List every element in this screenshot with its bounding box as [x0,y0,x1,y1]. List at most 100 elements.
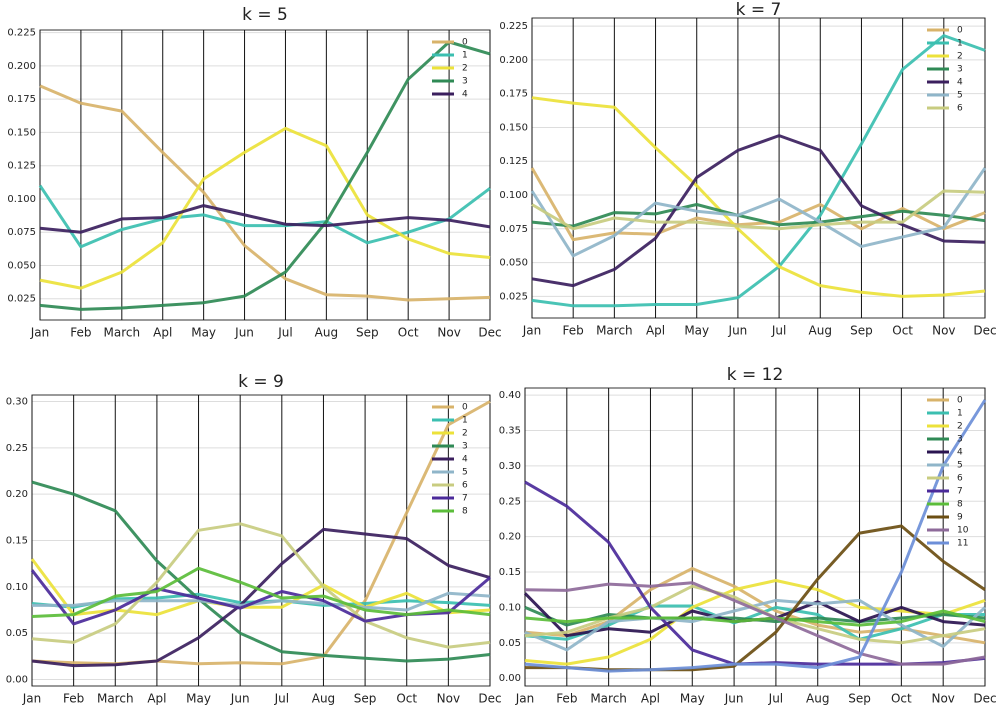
y-tick-label: 0.10 [6,582,28,593]
x-tick-label: Oct [398,326,419,340]
series-line [38,184,491,249]
legend-label: 8 [957,500,963,510]
x-tick-label: Jul [277,326,292,340]
y-tick-label: 0.15 [499,567,521,578]
y-tick-label: 0.00 [499,673,521,684]
y-tick-label: 0.175 [7,94,36,105]
legend-label: 2 [957,52,963,62]
legend-label: 4 [462,90,468,100]
x-tick-label: Sep [356,326,379,340]
x-tick-label: March [104,326,141,340]
x-tick-label: Sep [354,692,377,706]
y-tick-label: 0.025 [499,291,528,302]
y-tick-label: 0.30 [499,461,521,472]
chart-title: k = 9 [238,372,284,392]
legend-label: 6 [957,474,963,484]
x-tick-label: Jul [274,692,289,706]
x-tick-label: Jun [728,324,748,338]
x-tick-label: Aug [809,324,832,338]
series-line [39,204,491,234]
subplot: 0.00 0.05 0.10 0.15 0.20 0.25 0.30 Jan Feb March A… [6,372,502,706]
series-line [524,581,986,666]
series-line [524,598,987,652]
x-tick-label: Feb [63,692,84,706]
y-tick-label: 0.00 [6,675,28,686]
y-tick-label: 0.20 [6,489,28,500]
x-tick-label: Aug [312,692,335,706]
x-tick-label: Oct [396,692,417,706]
subplot: 0.025 0.050 0.075 0.100 0.125 0.150 0.175 0.200… [7,5,501,340]
legend-label: 7 [957,487,963,497]
x-tick-label: May [684,324,709,338]
y-tick-label: 0.200 [499,55,528,66]
series-line [32,591,491,612]
x-tick-label: Sep [850,324,873,338]
x-tick-label: Jan [515,692,535,706]
series-line [31,480,491,663]
x-tick-label: Sep [848,692,871,706]
legend-label: 11 [957,539,968,549]
x-tick-label: Jul [771,324,786,338]
x-tick-label: May [680,692,705,706]
x-tick-label: Apl [153,326,172,340]
legend-label: 4 [957,78,963,88]
y-tick-label: 0.100 [499,190,528,201]
series-line [524,579,986,666]
x-tick-label: Jul [768,692,783,706]
chart-title: k = 5 [242,5,288,25]
legend-label: 9 [957,513,963,523]
y-tick-label: 0.20 [499,532,521,543]
x-tick-label: Oct [891,692,912,706]
x-tick-label: Jan [30,326,50,340]
x-tick-label: March [590,692,627,706]
series-line [31,522,491,649]
series-line [531,203,986,228]
legend-label: 6 [957,104,963,114]
x-tick-label: May [186,692,211,706]
y-tick-label: 0.40 [499,390,521,401]
y-tick-label: 0.15 [6,536,28,547]
x-tick-label: Nov [932,324,955,338]
legend-label: 1 [957,409,963,419]
plot-area [39,29,491,321]
x-tick-label: Apl [641,692,660,706]
legend-label: 4 [462,455,468,465]
legend-label: 0 [957,396,963,406]
series-line [39,126,491,290]
series-line [31,566,491,618]
x-tick-label: Jun [724,692,744,706]
legend-label: 1 [462,416,468,426]
legend-label: 0 [462,403,468,413]
legend-label: 3 [957,435,963,445]
legend-label: 10 [957,526,969,536]
legend-label: 2 [462,64,468,74]
plot-area [531,17,986,319]
series-line [31,527,491,668]
legend-label: 5 [462,468,468,478]
x-tick-label: Dec [478,692,501,706]
x-tick-label: Dec [973,692,996,706]
y-tick-label: 0.150 [499,122,528,133]
y-tick-label: 0.150 [7,127,36,138]
y-tick-label: 0.125 [499,156,528,167]
y-tick-label: 0.175 [499,89,528,100]
x-tick-label: May [191,326,216,340]
series-line [39,84,491,302]
y-tick-label: 0.35 [499,425,521,436]
x-tick-label: Jun [234,326,254,340]
legend-label: 1 [462,51,468,61]
x-tick-label: Apl [147,692,166,706]
series-line [531,134,986,288]
legend-label: 8 [462,507,468,517]
legend-label: 1 [957,39,963,49]
y-tick-label: 0.225 [499,21,528,32]
series-line [531,34,986,308]
chart-title: k = 12 [727,365,784,385]
legend-label: 7 [462,494,468,504]
y-tick-label: 0.075 [7,227,36,238]
x-tick-label: Jan [522,324,542,338]
series-line [39,40,491,311]
series-line [524,399,987,673]
legend-label: 3 [462,442,468,452]
